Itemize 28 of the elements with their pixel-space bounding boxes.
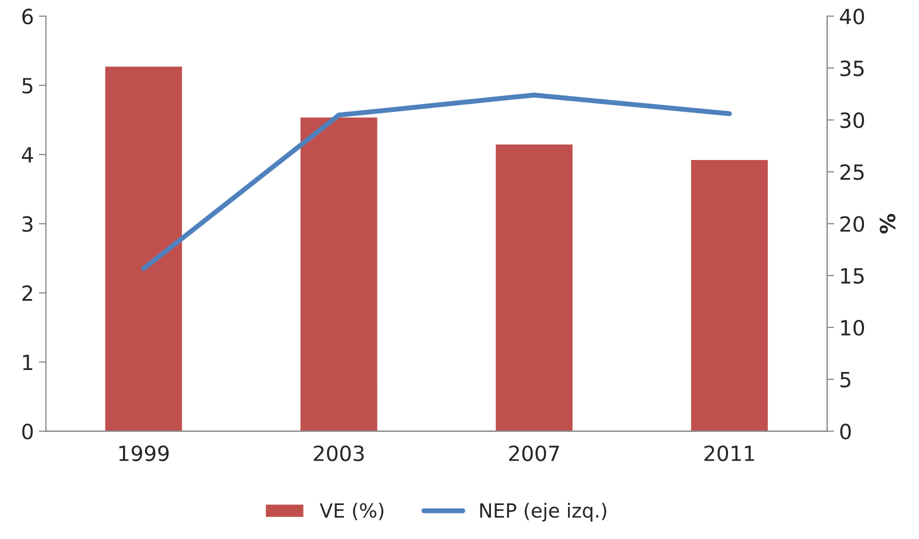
y2-tick-label: 40 bbox=[840, 8, 864, 24]
x-tick-label: 2007 bbox=[509, 445, 559, 462]
y-tick-label: 5 bbox=[22, 78, 32, 94]
x-tick-label: 1999 bbox=[119, 445, 169, 462]
y2-tick-label: 25 bbox=[840, 164, 864, 180]
bar bbox=[690, 158, 770, 432]
y-tick-label: 2 bbox=[22, 285, 32, 301]
y2-tick-label: 30 bbox=[840, 112, 864, 128]
y-tick-label: 6 bbox=[22, 8, 33, 24]
y2-axis-title: % bbox=[880, 214, 896, 234]
bar bbox=[494, 143, 574, 432]
legend-label: NEP (eje izq.) bbox=[480, 502, 606, 522]
y-tick-label: 3 bbox=[22, 216, 32, 232]
y-tick-label: 1 bbox=[23, 354, 32, 370]
y2-tick-label: 5 bbox=[840, 372, 850, 388]
y2-tick-label: 0 bbox=[840, 424, 851, 440]
legend-label: VE (%) bbox=[320, 502, 384, 520]
y2-tick-label: 35 bbox=[840, 60, 864, 76]
y-tick-label: 0 bbox=[22, 424, 33, 440]
x-tick-label: 2003 bbox=[314, 445, 364, 462]
y2-tick-label: 15 bbox=[841, 268, 864, 284]
bar bbox=[104, 65, 184, 432]
line-series bbox=[141, 92, 732, 272]
y-tick-label: 4 bbox=[22, 147, 33, 162]
bar bbox=[299, 116, 379, 432]
x-tick-label: 2011 bbox=[704, 445, 754, 462]
y2-tick-label: 20 bbox=[840, 216, 864, 232]
y2-tick-label: 10 bbox=[841, 320, 864, 336]
